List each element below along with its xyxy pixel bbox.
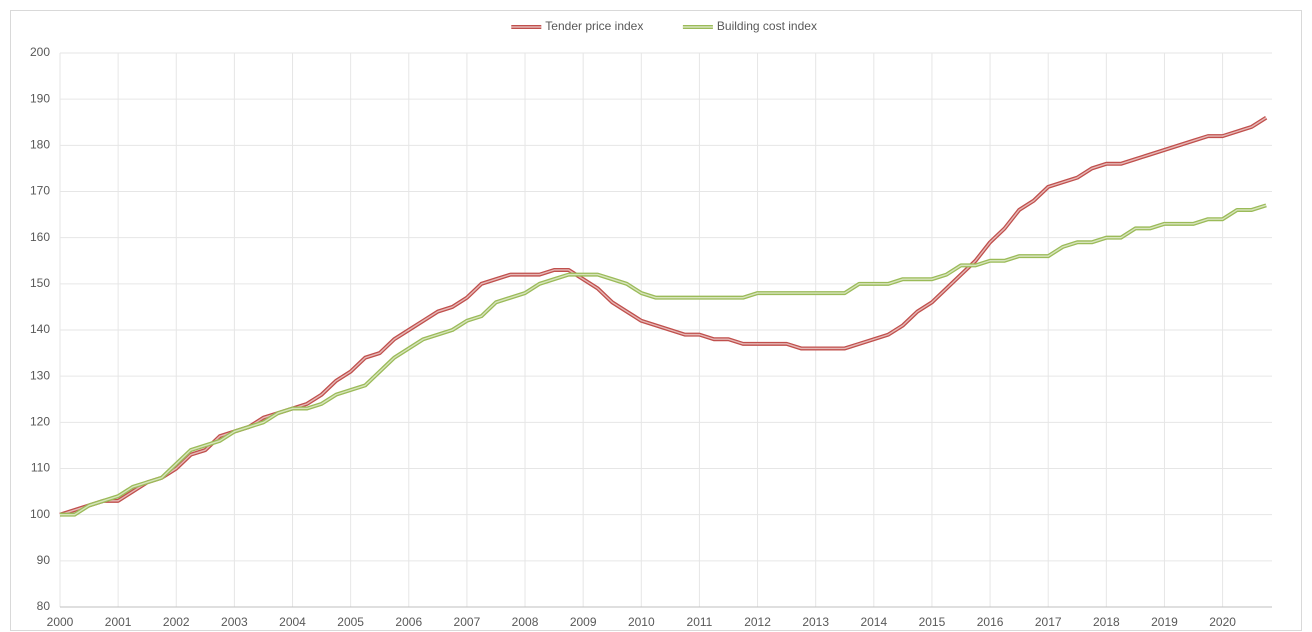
x-tick-label: 2000 <box>47 615 74 629</box>
y-tick-label: 160 <box>30 230 50 244</box>
legend-label: Building cost index <box>717 19 817 33</box>
x-tick-label: 2013 <box>802 615 829 629</box>
chart-border <box>10 10 1302 631</box>
y-tick-label: 90 <box>37 553 51 567</box>
y-tick-label: 180 <box>30 138 50 152</box>
x-tick-label: 2004 <box>279 615 306 629</box>
x-tick-label: 2018 <box>1093 615 1120 629</box>
x-tick-label: 2011 <box>687 615 713 629</box>
y-tick-label: 110 <box>31 461 50 475</box>
x-tick-label: 2016 <box>977 615 1004 629</box>
line-series-inner <box>59 117 1267 516</box>
x-tick-label: 2020 <box>1209 615 1236 629</box>
x-tick-label: 2002 <box>163 615 190 629</box>
x-tick-label: 2007 <box>454 615 481 629</box>
y-tick-label: 80 <box>37 599 51 613</box>
y-tick-label: 100 <box>30 507 50 521</box>
x-tick-label: 2014 <box>860 615 887 629</box>
y-tick-label: 170 <box>30 184 50 198</box>
y-tick-label: 150 <box>30 276 50 290</box>
y-tick-label: 130 <box>30 368 50 382</box>
y-tick-label: 190 <box>30 91 50 105</box>
x-tick-label: 2017 <box>1035 615 1062 629</box>
y-tick-label: 140 <box>30 322 50 336</box>
x-tick-label: 2012 <box>744 615 771 629</box>
legend-label: Tender price index <box>545 19 643 33</box>
x-tick-label: 2010 <box>628 615 655 629</box>
x-tick-label: 2005 <box>337 615 364 629</box>
x-tick-label: 2009 <box>570 615 597 629</box>
y-tick-label: 120 <box>30 415 50 429</box>
x-tick-label: 2003 <box>221 615 248 629</box>
x-tick-label: 2001 <box>105 615 132 629</box>
x-tick-label: 2006 <box>395 615 422 629</box>
x-tick-label: 2008 <box>512 615 539 629</box>
line-series-inner <box>60 204 1267 516</box>
x-tick-label: 2019 <box>1151 615 1178 629</box>
y-tick-label: 200 <box>30 45 50 59</box>
x-tick-label: 2015 <box>919 615 946 629</box>
